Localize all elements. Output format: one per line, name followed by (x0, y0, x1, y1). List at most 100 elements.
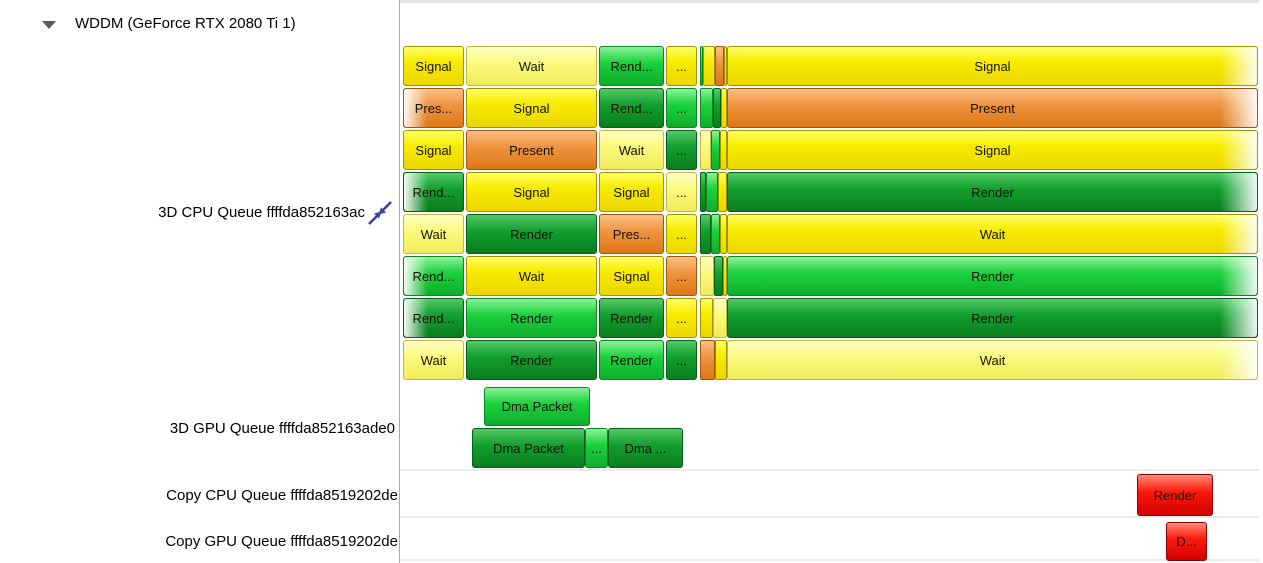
timeline-sliver[interactable] (711, 214, 720, 254)
queue-label-3d-gpu: 3D GPU Queue ffffda852163ade0 (169, 420, 395, 437)
timeline-sliver[interactable] (714, 256, 723, 296)
timeline-sliver[interactable] (700, 172, 706, 212)
bar-label: ... (676, 310, 687, 326)
dma-packet-bar[interactable]: Dma Packet (484, 387, 590, 426)
bar-label: Signal (974, 142, 1011, 158)
queue-label-copy-cpu: Copy CPU Queue ffffda8519202de (166, 487, 398, 504)
timeline-bar[interactable]: Wait (727, 340, 1258, 380)
timeline-bar[interactable]: Signal (599, 172, 664, 212)
sidebar-timeline-divider (399, 0, 400, 563)
dma-packet-bar[interactable]: ... (585, 428, 608, 468)
timeline-bar[interactable]: Render (727, 172, 1258, 212)
timeline-bar[interactable]: ... (666, 214, 697, 254)
timeline-sliver[interactable] (700, 214, 711, 254)
timeline-bar[interactable]: Wait (727, 214, 1258, 254)
timeline-sliver[interactable] (700, 46, 703, 86)
timeline-bar[interactable]: ... (666, 340, 697, 380)
timeline-bar[interactable]: ... (666, 88, 697, 128)
timeline-sliver[interactable] (713, 88, 721, 128)
timeline-bar[interactable]: Wait (403, 214, 464, 254)
cpu-queue-row: Rend... Wait Signal... Render (403, 256, 1258, 296)
bar-label: Render (510, 226, 553, 242)
timeline-sliver[interactable] (700, 130, 711, 170)
copy-dma-bar[interactable]: D... (1166, 522, 1207, 561)
timeline-sliver[interactable] (715, 46, 724, 86)
timeline-bar[interactable]: Render (727, 256, 1258, 296)
timeline-sliver[interactable] (718, 172, 727, 212)
timeline-bar[interactable]: Rend... (599, 88, 664, 128)
timeline-bar[interactable]: Rend... (403, 172, 464, 212)
collapse-arrows-icon[interactable] (365, 199, 395, 226)
timeline-bar[interactable]: Signal (466, 88, 597, 128)
timeline-bar[interactable]: Rend... (599, 46, 664, 86)
timeline-bar[interactable]: Render (466, 340, 597, 380)
bar-label: ... (676, 268, 687, 284)
bar-label: ... (676, 184, 687, 200)
bar-label: Wait (979, 226, 1006, 242)
timeline-bar[interactable]: Signal (403, 46, 464, 86)
timeline-bar[interactable]: Signal (727, 46, 1258, 86)
timeline-sliver[interactable] (724, 46, 727, 86)
timeline-bar[interactable]: Wait (466, 256, 597, 296)
timeline-sliver[interactable] (706, 172, 718, 212)
timeline-bar[interactable]: ... (666, 298, 697, 338)
timeline-bar[interactable]: Present (466, 130, 597, 170)
timeline-sliver[interactable] (720, 130, 727, 170)
timeline-bar[interactable]: Render (466, 298, 597, 338)
timeline-sliver[interactable] (700, 298, 713, 338)
bar-label: ... (591, 440, 602, 456)
bar-label: Render (971, 184, 1014, 200)
timeline-bar[interactable]: Present (727, 88, 1258, 128)
timeline-bar[interactable]: Signal (599, 256, 664, 296)
bar-label: Signal (513, 100, 550, 116)
timeline-sliver[interactable] (723, 256, 727, 296)
cpu-queue-rows: Signal Wait Rend...... Signal Pres... Signal R… (403, 46, 1258, 382)
timeline-sliver[interactable] (700, 256, 714, 296)
timeline-sliver[interactable] (700, 340, 715, 380)
timeline-bar[interactable]: Signal (466, 172, 597, 212)
timeline-bar[interactable]: ... (666, 256, 697, 296)
cpu-queue-row: Wait Render Render... Wait (403, 340, 1258, 380)
timeline-bar[interactable]: Rend... (403, 256, 464, 296)
timeline-sliver[interactable] (703, 46, 715, 86)
bar-label: ... (676, 142, 687, 158)
bar-label: Rend... (610, 100, 653, 116)
bar-label: ... (676, 100, 687, 116)
timeline-sliver[interactable] (721, 88, 727, 128)
timeline-sliver[interactable] (711, 130, 720, 170)
bar-label: Render (971, 268, 1014, 284)
timeline-bar[interactable]: Signal (727, 130, 1258, 170)
timeline-bar[interactable]: Render (599, 340, 664, 380)
timeline-bar[interactable]: ... (666, 172, 697, 212)
timeline-sliver[interactable] (715, 340, 727, 380)
copy-render-bar[interactable]: Render (1137, 474, 1213, 516)
timeline-bar[interactable]: Render (727, 298, 1258, 338)
sidebar: WDDM (GeForce RTX 2080 Ti 1) 3D CPU Queu… (0, 0, 399, 563)
cpu-queue-row: Signal Present Wait... Signal (403, 130, 1258, 170)
timeline-bar[interactable]: Wait (403, 340, 464, 380)
timeline-bar[interactable]: Render (466, 214, 597, 254)
timeline-bar[interactable]: Pres... (403, 88, 464, 128)
timeline-bar[interactable]: Pres... (599, 214, 664, 254)
cpu-queue-row: Rend... Render Render... Render (403, 298, 1258, 338)
timeline-bar[interactable]: Render (599, 298, 664, 338)
timeline-bar[interactable]: Wait (466, 46, 597, 86)
timeline-bar[interactable]: Rend... (403, 298, 464, 338)
timeline-bar[interactable]: Signal (403, 130, 464, 170)
timeline-sliver[interactable] (720, 214, 727, 254)
gpu-group-label: WDDM (GeForce RTX 2080 Ti 1) (75, 15, 296, 32)
timeline-bar[interactable]: Wait (599, 130, 664, 170)
timeline-sliver[interactable] (713, 298, 727, 338)
dma-packet-bar[interactable]: Dma ... (608, 428, 683, 468)
bar-label: Render (510, 310, 553, 326)
timeline-sliver[interactable] (700, 88, 713, 128)
bar-label: Signal (513, 184, 550, 200)
timeline-bar[interactable]: ... (666, 130, 697, 170)
bar-label: Dma Packet (501, 399, 573, 414)
timeline-bar[interactable]: ... (666, 46, 697, 86)
bar-label: Rend... (412, 310, 455, 326)
bar-label: Signal (415, 58, 452, 74)
triangle-down-icon[interactable] (42, 21, 56, 29)
dma-packet-bar[interactable]: Dma Packet (472, 428, 585, 468)
